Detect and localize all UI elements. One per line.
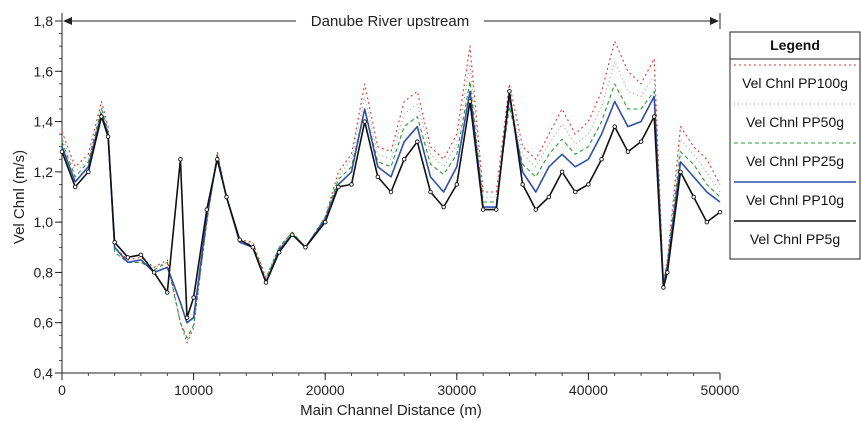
series-point bbox=[86, 169, 91, 175]
series-point bbox=[520, 182, 525, 187]
series-point bbox=[717, 209, 723, 215]
series-point bbox=[661, 285, 666, 290]
series-point bbox=[151, 270, 157, 275]
legend-label: Vel Chnl PP5g bbox=[750, 231, 840, 247]
series-point bbox=[494, 207, 499, 212]
series-point bbox=[467, 99, 473, 104]
series-point bbox=[546, 194, 552, 200]
series-point bbox=[665, 270, 670, 275]
series-line-5 bbox=[61, 90, 721, 319]
x-tick-label: 30000 bbox=[437, 382, 476, 398]
series-line-1 bbox=[61, 40, 721, 344]
series-point bbox=[112, 240, 117, 245]
series-point bbox=[250, 245, 256, 250]
series-point bbox=[303, 245, 308, 250]
legend-label: Vel Chnl PP50g bbox=[746, 114, 844, 130]
x-tick-label: 40000 bbox=[569, 382, 608, 398]
series-point bbox=[375, 174, 381, 180]
series-point bbox=[191, 295, 196, 300]
legend: Legend Vel Chnl PP100g Vel Chnl PP50g Vel C… bbox=[729, 31, 861, 260]
series-line-4 bbox=[61, 90, 721, 324]
series-point bbox=[415, 139, 420, 144]
series-point bbox=[125, 255, 131, 260]
series-point bbox=[165, 290, 170, 295]
y-tick-label: 1,0 bbox=[34, 214, 54, 230]
annotation-arrowhead-left bbox=[63, 17, 72, 25]
series-line-3 bbox=[61, 80, 721, 339]
series-point bbox=[559, 169, 565, 175]
x-tick-label: 20000 bbox=[306, 382, 345, 398]
series-point bbox=[428, 189, 433, 195]
legend-label: Vel Chnl PP100g bbox=[742, 75, 848, 91]
series-point bbox=[322, 219, 328, 225]
series-point bbox=[388, 189, 394, 195]
y-axis-title: Vel Chnl (m/s) bbox=[11, 150, 28, 244]
series-point bbox=[59, 149, 65, 154]
legend-box bbox=[729, 31, 861, 260]
series-point bbox=[237, 237, 242, 242]
series-point bbox=[599, 157, 604, 162]
annotation-arrowhead-right bbox=[710, 17, 719, 25]
series-point bbox=[454, 182, 460, 187]
series-point bbox=[441, 204, 446, 210]
y-tick-label: 0,8 bbox=[34, 264, 54, 280]
y-tick-label: 0,4 bbox=[34, 365, 54, 381]
axes: 0,4 0,6 0,8 1,0 1,2 1,4 1,6 1,8 0 10000 20000 30000… bbox=[11, 13, 740, 419]
series-point bbox=[224, 194, 229, 200]
series-point bbox=[72, 184, 78, 190]
series-point bbox=[586, 182, 591, 187]
series-point bbox=[99, 114, 104, 119]
series-point bbox=[178, 157, 183, 162]
series-point bbox=[263, 280, 269, 285]
series-layer bbox=[59, 40, 723, 344]
series-point bbox=[572, 189, 578, 195]
series-point bbox=[480, 207, 486, 212]
series-point bbox=[507, 89, 512, 94]
x-axis-title: Main Channel Distance (m) bbox=[300, 402, 482, 419]
y-tick-label: 1,2 bbox=[34, 164, 54, 180]
series-point bbox=[290, 232, 295, 237]
series-point bbox=[612, 124, 617, 129]
x-tick-label: 0 bbox=[58, 382, 66, 398]
x-tick-label: 10000 bbox=[174, 382, 213, 398]
series-point bbox=[349, 182, 354, 187]
series-point bbox=[638, 139, 644, 144]
series-point bbox=[362, 119, 367, 124]
series-point bbox=[105, 134, 111, 139]
series-point bbox=[401, 157, 407, 162]
y-tick-label: 1,4 bbox=[34, 114, 54, 130]
legend-label: Vel Chnl PP10g bbox=[746, 192, 844, 208]
series-point bbox=[678, 169, 683, 175]
series-point bbox=[204, 207, 210, 212]
series-point bbox=[651, 114, 657, 119]
series-line-2 bbox=[61, 60, 721, 341]
series-point bbox=[336, 184, 341, 190]
legend-title: Legend bbox=[770, 37, 820, 53]
series-point bbox=[704, 219, 710, 225]
series-point bbox=[184, 315, 190, 320]
annotation-text: Danube River upstream bbox=[311, 13, 469, 30]
y-tick-label: 0,6 bbox=[34, 315, 54, 331]
legend-label: Vel Chnl PP25g bbox=[746, 153, 844, 169]
series-point bbox=[138, 252, 144, 258]
series-point bbox=[691, 194, 696, 200]
series-point bbox=[215, 157, 220, 162]
annotation-layer: Danube River upstream bbox=[61, 13, 721, 30]
series-point bbox=[276, 250, 282, 255]
series-point bbox=[625, 149, 631, 154]
x-tick-label: 50000 bbox=[701, 382, 740, 398]
series-point bbox=[533, 207, 539, 212]
y-tick-label: 1,8 bbox=[34, 13, 54, 29]
y-tick-label: 1,6 bbox=[34, 63, 54, 79]
